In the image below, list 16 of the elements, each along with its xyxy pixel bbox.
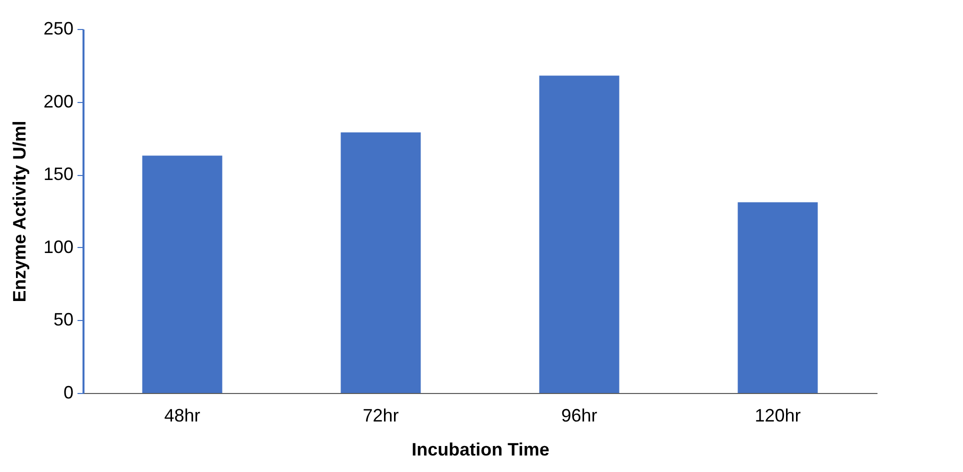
bar [142,156,222,393]
x-tick-label: 96hr [561,406,598,426]
y-tick-label: 150 [43,164,74,184]
y-tick-label: 200 [43,91,74,112]
y-tick-label: 100 [43,236,74,257]
x-axis-title: Incubation Time [412,440,550,460]
x-tick-label: 48hr [164,406,200,426]
x-tick-label: 120hr [754,406,801,426]
bar [738,202,818,393]
y-tick-label: 0 [63,382,74,402]
bar [340,132,421,393]
y-axis-title: Enzyme Activity U/ml [9,120,30,302]
bar [539,76,620,393]
y-tick-label: 250 [43,18,74,38]
x-tick-label: 72hr [362,406,399,426]
y-tick-label: 50 [53,310,74,330]
